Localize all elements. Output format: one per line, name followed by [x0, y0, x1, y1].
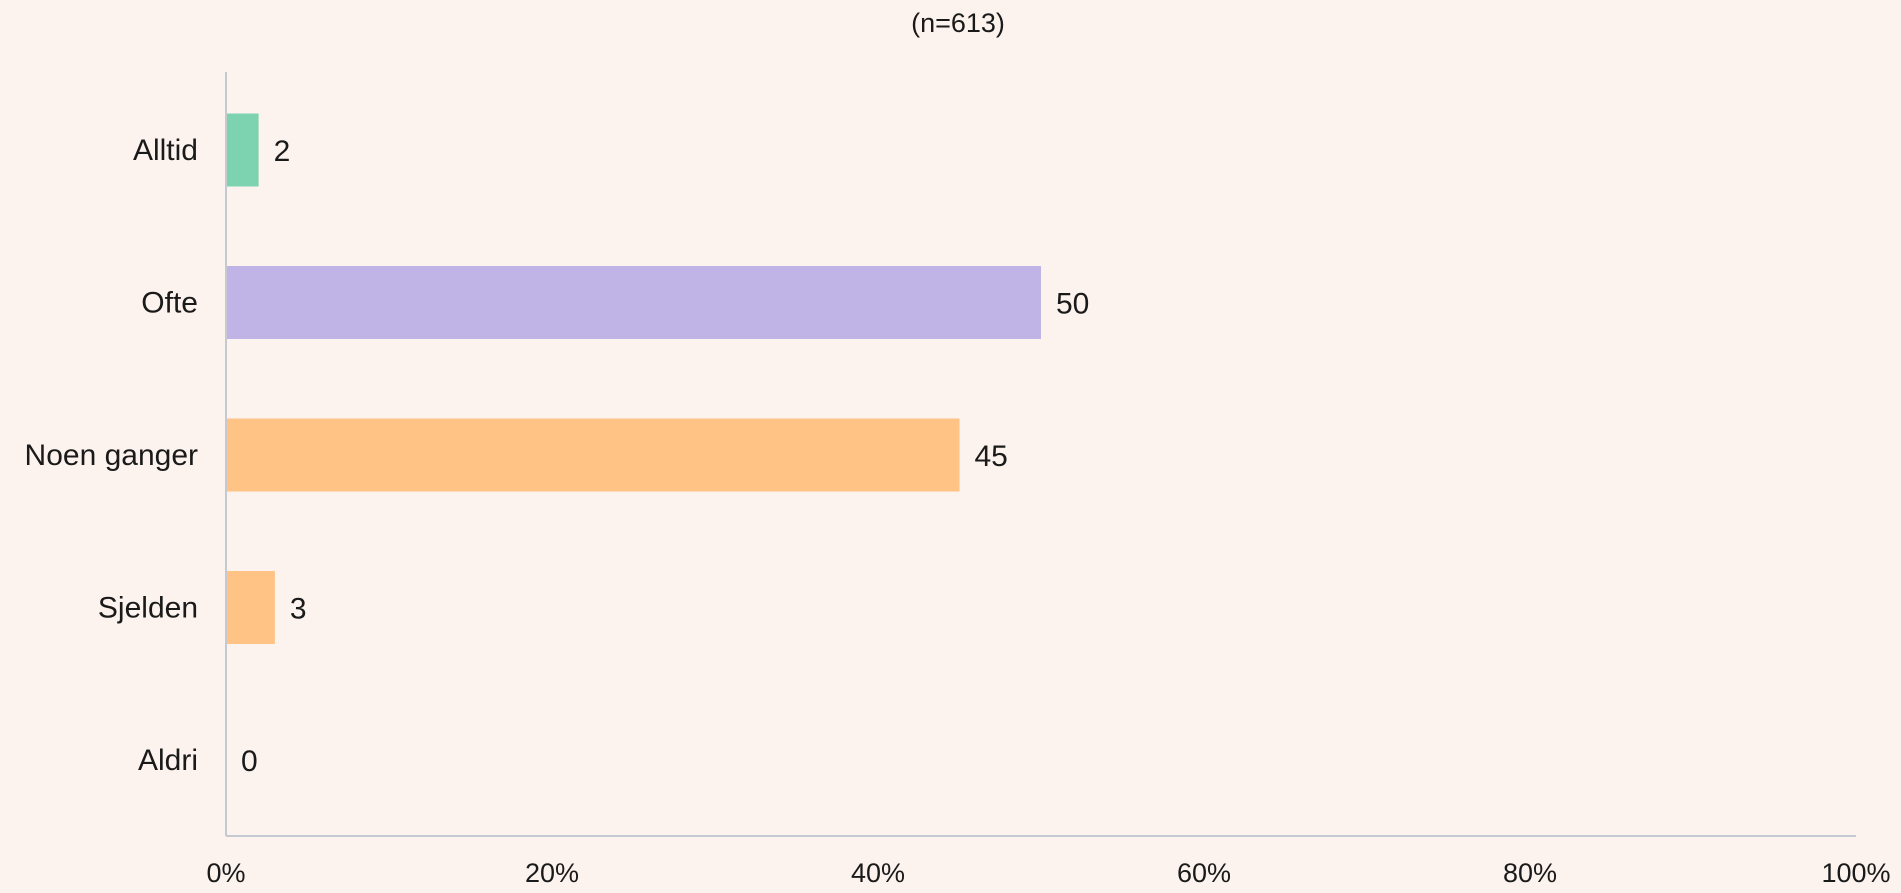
bar-sjelden	[226, 571, 275, 644]
bars-layer	[226, 113, 1041, 644]
x-tick-label: 80%	[1503, 858, 1557, 888]
category-label: Ofte	[141, 287, 198, 320]
category-label: Sjelden	[98, 592, 198, 625]
x-tick-label: 20%	[525, 858, 579, 888]
x-tick-label: 100%	[1821, 858, 1890, 888]
category-label: Aldri	[138, 744, 198, 777]
value-label: 2	[274, 135, 291, 168]
x-tick-label: 40%	[851, 858, 905, 888]
value-label: 50	[1056, 288, 1089, 321]
x-tick-label: 0%	[206, 858, 245, 888]
value-label: 3	[290, 593, 307, 626]
category-label: Noen ganger	[25, 439, 198, 472]
x-tick-label: 60%	[1177, 858, 1231, 888]
axes-layer	[225, 72, 1856, 837]
labels-layer: Alltid 2 Ofte 50 Noen ganger 45 Sjelden 3 Aldri 0…	[25, 134, 1891, 888]
category-label: Alltid	[133, 134, 198, 167]
bar-noen-ganger	[226, 418, 960, 492]
bar-alltid	[226, 113, 259, 187]
value-label: 45	[975, 440, 1008, 473]
bar-ofte	[226, 266, 1041, 339]
value-label: 0	[241, 745, 258, 778]
chart-subtitle: (n=613)	[911, 8, 1005, 38]
